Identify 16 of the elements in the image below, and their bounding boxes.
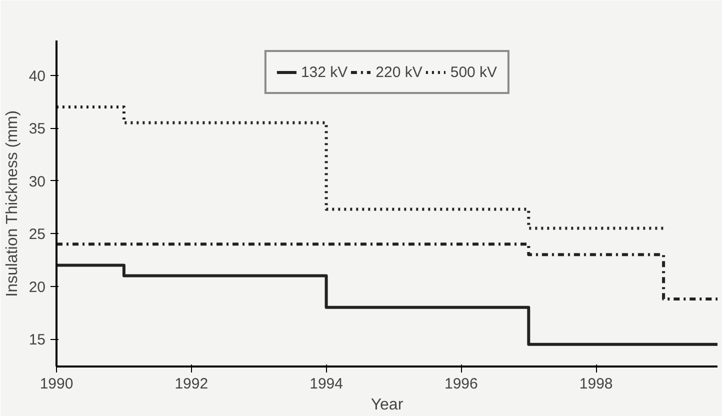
y-tick-label: 40	[28, 68, 46, 85]
legend-label: 220 kV	[376, 64, 422, 80]
x-tick-label: 1998	[579, 376, 613, 392]
legend-label: 132 kV	[300, 64, 348, 80]
y-axis-title: Insulation Thickness (mm)	[4, 110, 21, 297]
x-tick-label: 1990	[40, 376, 74, 392]
x-tick-label: 1992	[174, 376, 208, 392]
legend-label: 500 kV	[450, 64, 498, 80]
x-tick-label: 1996	[444, 376, 478, 392]
y-tick-label: 35	[28, 120, 46, 138]
y-tick-label: 15	[28, 332, 46, 349]
y-tick-label: 20	[28, 278, 46, 296]
y-tick-label: 30	[28, 173, 46, 190]
y-tick-label: 25	[28, 226, 46, 244]
x-axis-title: Year	[370, 396, 404, 414]
x-tick-label: 1994	[310, 376, 343, 392]
